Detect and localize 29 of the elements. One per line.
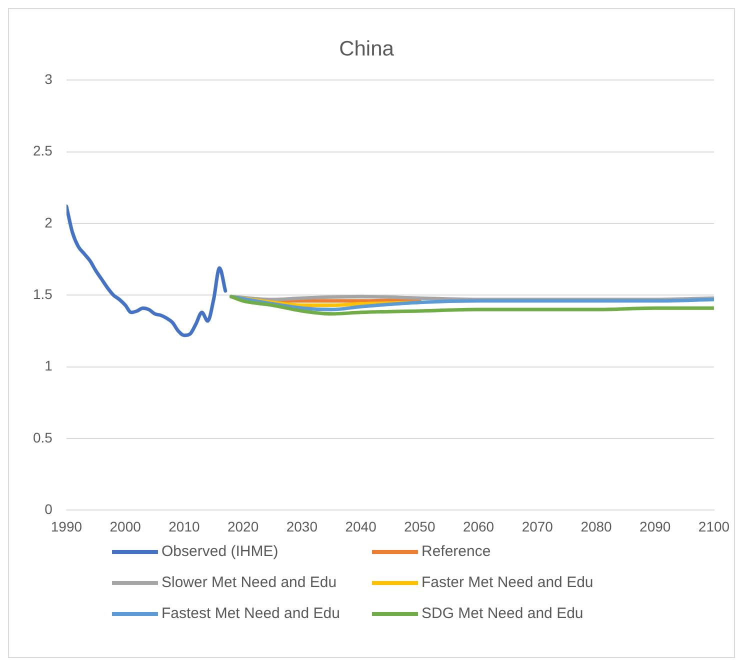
y-tick-label: 0.5 xyxy=(32,429,53,446)
x-tick-label: 2060 xyxy=(462,518,494,534)
y-tick-label: 2.5 xyxy=(32,142,53,159)
x-tick-label: 2000 xyxy=(110,518,142,534)
y-tick-label: 2 xyxy=(44,214,53,230)
chart-title: China xyxy=(339,37,394,60)
legend-label: Faster Met Need and Edu xyxy=(422,574,594,591)
x-tick-label: 2040 xyxy=(345,518,377,534)
x-tick-label: 2020 xyxy=(227,518,259,534)
legend-label: Fastest Met Need and Edu xyxy=(162,605,340,622)
x-tick-label: 2070 xyxy=(522,518,554,534)
y-tick-label: 1 xyxy=(44,358,53,374)
x-tick-label: 2050 xyxy=(404,518,436,534)
x-tick-label: 2080 xyxy=(580,518,612,534)
legend-label: Reference xyxy=(422,543,491,560)
x-tick-label: 1990 xyxy=(50,518,82,534)
legend-label: Observed (IHME) xyxy=(162,543,278,560)
y-tick-label: 3 xyxy=(44,71,53,88)
x-tick-label: 2030 xyxy=(286,518,318,534)
line-series xyxy=(66,204,228,338)
x-tick-label: 2090 xyxy=(640,518,671,534)
x-tick-label: 2010 xyxy=(168,518,200,534)
line-series xyxy=(230,294,714,316)
legend-label: SDG Met Need and Edu xyxy=(422,605,584,622)
x-tick-label: 2100 xyxy=(698,518,730,534)
legend-label: Slower Met Need and Edu xyxy=(162,574,337,591)
line-series xyxy=(230,294,714,312)
y-tick-label: 1.5 xyxy=(32,286,53,302)
y-tick-label: 0 xyxy=(44,501,53,518)
